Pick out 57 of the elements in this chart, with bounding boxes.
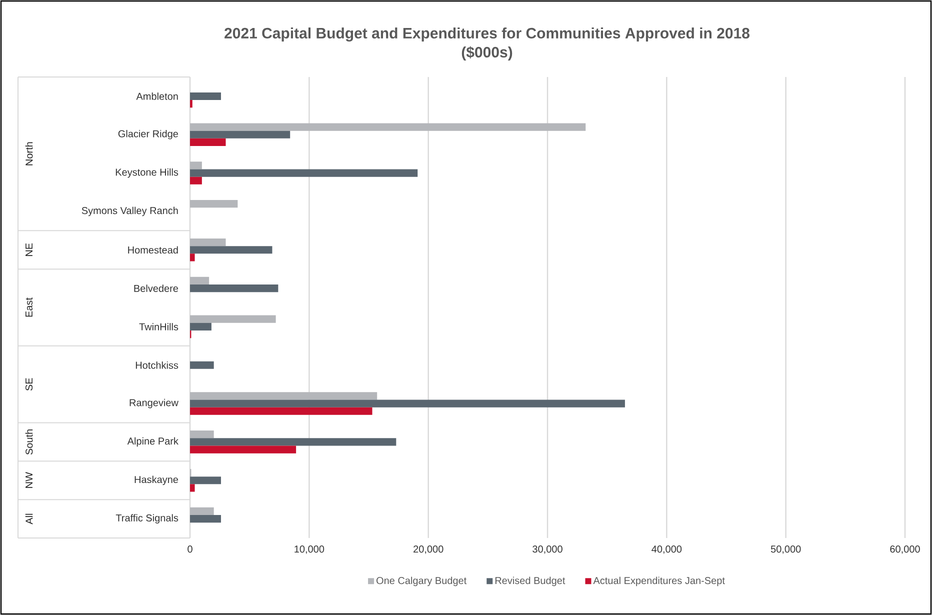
bar: [190, 322, 212, 330]
bar: [190, 92, 221, 100]
y-tick-label: Alpine Park: [127, 437, 178, 447]
bar: [190, 246, 272, 254]
bar: [190, 254, 195, 262]
x-tick-label: 0: [188, 546, 192, 553]
chart-title: 2021 Capital Budget and Expenditures for Communities Approved in 2018: [224, 28, 750, 42]
y-tick-label: Symons Valley Ranch: [82, 206, 178, 216]
text: East: [26, 298, 32, 317]
y-tick-label: Rangeview: [130, 398, 178, 408]
x-tick-label: 50,000: [770, 546, 801, 554]
text: North: [25, 142, 33, 166]
y-tick-label: Traffic Signals: [116, 514, 178, 524]
bar: [190, 484, 195, 492]
x-tick-label: 40,000: [652, 546, 682, 554]
y-tick-label: Hotchkiss: [136, 361, 178, 369]
bar: [190, 438, 396, 446]
x-tick-label: 10,000: [294, 546, 324, 554]
text: South: [25, 430, 33, 455]
bar: [190, 514, 221, 523]
bar: [190, 430, 214, 438]
bar: [190, 476, 221, 484]
y-tick-label: TwinHills: [139, 323, 178, 330]
text: SE: [25, 378, 33, 391]
bar: [190, 392, 378, 400]
x-tick-label: 60,000: [890, 546, 920, 554]
bar: [190, 138, 226, 146]
text: NE: [26, 243, 32, 256]
text: All: [25, 514, 33, 524]
bar: [190, 507, 214, 515]
bar: [190, 176, 202, 184]
bar: [190, 238, 226, 246]
legend-label: Actual Expenditures Jan-Sept: [593, 576, 725, 586]
bar: [190, 284, 278, 292]
chart-subtitle: ($000s): [462, 46, 512, 60]
y-tick-label: Glacier Ridge: [118, 130, 178, 140]
y-tick-label: Ambleton: [136, 92, 178, 100]
bar: [190, 361, 214, 369]
bar: [190, 400, 625, 408]
bar: [190, 169, 418, 177]
bar: [190, 162, 202, 170]
bar: [190, 407, 372, 415]
y-tick-label: Belvedere: [134, 284, 178, 292]
bar: [190, 446, 296, 454]
bar: [190, 200, 238, 208]
bar: [190, 130, 290, 138]
x-tick-label: 30,000: [532, 546, 562, 554]
bar: [190, 315, 276, 323]
legend-label: One Calgary Budget: [376, 576, 467, 586]
text: NW: [26, 472, 32, 488]
bar: [190, 123, 586, 131]
legend-label: Revised Budget: [495, 576, 566, 586]
y-tick-label: Keystone Hills: [116, 168, 178, 178]
y-tick-label: Homestead: [128, 246, 178, 254]
x-tick-label: 20,000: [414, 546, 444, 554]
bar: [190, 276, 210, 284]
y-tick-label: Haskayne: [134, 476, 178, 486]
